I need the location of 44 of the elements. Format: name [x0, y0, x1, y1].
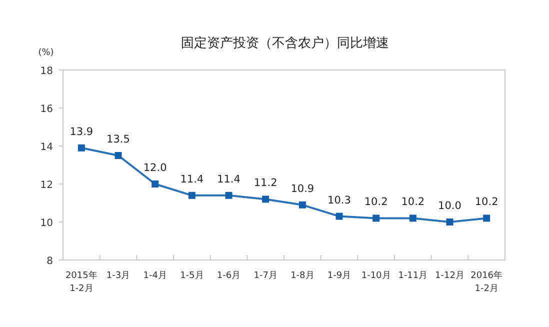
- x-tick-label: 1-11月: [398, 271, 428, 281]
- y-tick-label: 12: [40, 180, 53, 191]
- point: [225, 192, 232, 199]
- y-tick-label: 14: [40, 142, 53, 153]
- point: [372, 214, 380, 222]
- point: [446, 218, 454, 226]
- data-label: 10.0: [438, 200, 462, 212]
- data-label: 10.3: [328, 194, 351, 206]
- data-label: 12.0: [143, 162, 167, 174]
- point: [483, 214, 490, 222]
- y-tick-label: 16: [40, 104, 53, 115]
- point: [298, 201, 306, 208]
- data-label: 10.9: [290, 182, 314, 195]
- data-label: 10.2: [364, 196, 388, 208]
- point: [188, 192, 196, 199]
- point: [409, 214, 416, 222]
- x-tick-label: 1-10月: [361, 271, 391, 281]
- x-tick-label: 1-5月: [180, 271, 204, 281]
- data-label: 13.9: [70, 126, 94, 138]
- y-tick-label: 10: [40, 218, 53, 229]
- data-label: 11.4: [217, 173, 241, 186]
- data-label: 13.5: [106, 134, 130, 146]
- x-tick-label: 1-7月: [254, 271, 278, 281]
- x-tick-label: 1-9月: [327, 271, 352, 281]
- x-tick-label: 2016年 1-2月: [470, 270, 503, 294]
- x-tick-label: 1-12月: [435, 271, 464, 281]
- point: [262, 196, 270, 203]
- y-axis-title: (%): [38, 48, 54, 58]
- x-tick-label: 1-8月: [290, 271, 314, 281]
- y-tick-label: 18: [40, 66, 53, 77]
- chart-title: 固定资产投资（不含农户）同比增速: [181, 36, 389, 51]
- point: [152, 180, 159, 188]
- data-label: 10.2: [401, 196, 425, 208]
- data-label: 11.2: [254, 177, 278, 190]
- point: [336, 212, 343, 220]
- y-tick-label: 8: [46, 256, 53, 267]
- point: [114, 152, 122, 159]
- data-label: 11.4: [180, 173, 204, 186]
- x-tick-label: 1-4月: [143, 271, 167, 281]
- x-tick-label: 1-6月: [216, 271, 241, 281]
- data-label: 10.2: [474, 196, 498, 208]
- point: [78, 144, 85, 152]
- x-tick-label: 2015年 1-2月: [65, 270, 98, 294]
- x-tick-label: 1-3月: [106, 271, 130, 281]
